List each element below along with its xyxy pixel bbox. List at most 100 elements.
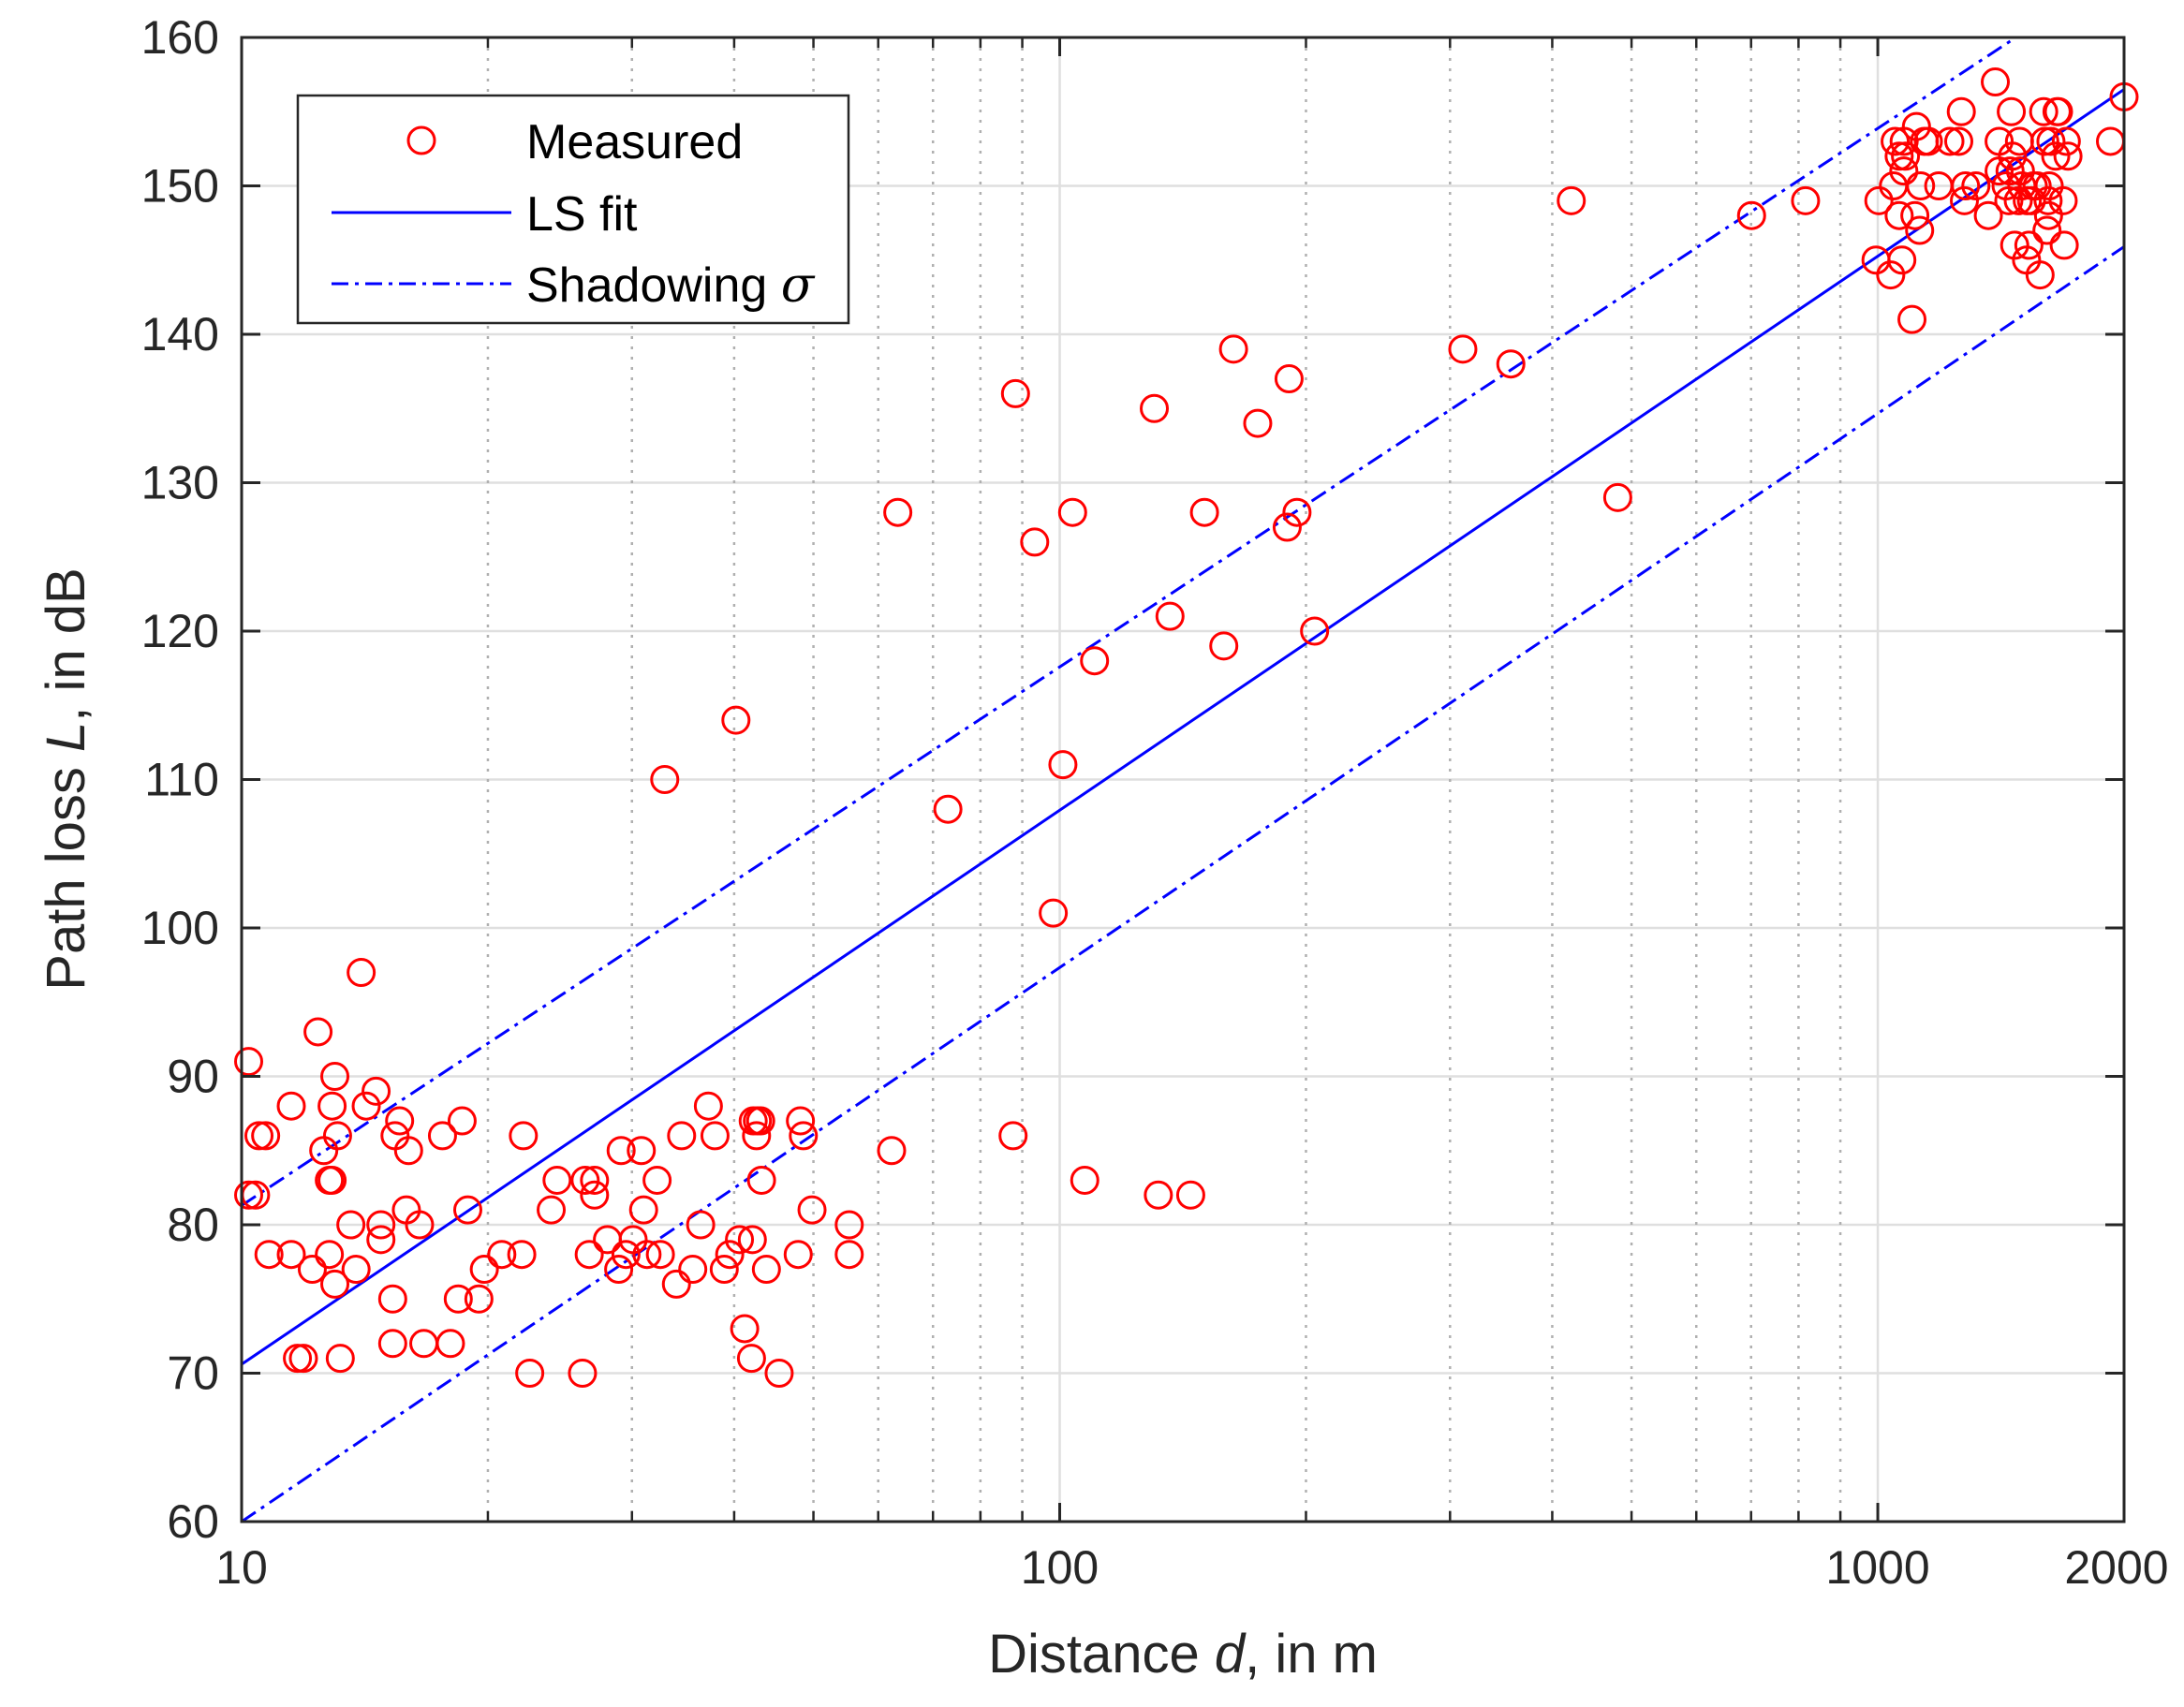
legend: Measured LS fit Shadowing σ <box>296 94 850 325</box>
measured-point <box>574 1240 604 1270</box>
measured-point <box>834 1210 864 1240</box>
measured-point <box>2029 96 2059 126</box>
measured-point <box>1887 245 1917 275</box>
measured-point <box>1020 527 1050 557</box>
measured-point <box>2003 185 2033 215</box>
measured-point <box>1891 141 1921 171</box>
measured-point <box>834 1240 864 1270</box>
fit-lines <box>242 37 2124 1522</box>
measured-point <box>642 1165 672 1195</box>
x-axis-label: Distance d, in m <box>988 1624 1378 1685</box>
x-tick-label: 1000 <box>1825 1541 1929 1594</box>
measured-point <box>317 1165 347 1195</box>
measured-point <box>254 1240 284 1270</box>
measured-point <box>1884 141 1914 171</box>
measured-point <box>1889 156 1919 186</box>
shadowing-line <box>242 245 2124 1522</box>
measured-point <box>537 1195 567 1225</box>
measured-point <box>1070 1165 1099 1195</box>
measured-point <box>746 1165 776 1195</box>
measured-point <box>745 1106 775 1136</box>
measured-point <box>742 1121 772 1151</box>
measured-point <box>1864 185 1894 215</box>
measured-point <box>725 1225 755 1255</box>
legend-label-shadowing: Shadowing σ <box>526 258 816 314</box>
measured-point <box>351 1091 381 1121</box>
measured-point <box>721 705 751 735</box>
measured-point <box>288 1344 318 1374</box>
measured-point <box>393 1136 423 1166</box>
measured-point <box>700 1121 730 1151</box>
measured-point <box>628 1195 658 1225</box>
measured-point <box>580 1180 610 1210</box>
measured-point <box>320 1269 350 1299</box>
measured-point <box>730 1314 760 1344</box>
measured-point <box>276 1240 306 1270</box>
measured-point <box>877 1136 907 1166</box>
measured-point <box>336 1210 366 1240</box>
measured-point <box>1274 364 1304 394</box>
measured-point <box>509 1121 539 1151</box>
measured-point <box>606 1136 636 1166</box>
measured-point <box>1140 393 1170 423</box>
measured-point <box>1944 126 1974 156</box>
measured-point <box>1282 497 1312 527</box>
measured-point <box>1080 646 1110 676</box>
measured-point <box>542 1165 572 1195</box>
measured-point <box>764 1359 794 1388</box>
measured-point <box>1973 200 2003 230</box>
measured-point <box>1997 96 2027 126</box>
measured-point <box>1155 601 1185 631</box>
measured-point <box>2032 215 2062 245</box>
measured-point <box>325 1344 355 1374</box>
measured-point <box>715 1240 745 1270</box>
measured-point <box>933 794 963 824</box>
measured-point <box>2022 171 2052 200</box>
measured-point <box>2053 141 2083 171</box>
y-axis-label: Path loss L, in dB <box>36 567 96 990</box>
measured-point <box>452 1195 482 1225</box>
measured-point <box>385 1106 415 1136</box>
y-tick-label: 110 <box>144 754 219 806</box>
measured-point <box>1881 126 1911 156</box>
measured-point <box>1951 171 1981 200</box>
measured-point <box>2025 260 2055 290</box>
measured-point <box>234 1047 264 1077</box>
y-tick-label: 160 <box>141 11 219 64</box>
grid <box>242 37 2124 1522</box>
measured-point <box>405 1210 435 1240</box>
measured-point <box>1243 408 1273 438</box>
measured-point <box>1496 349 1526 379</box>
legend-label-fit: LS fit <box>526 187 638 242</box>
ls-fit-line <box>242 88 2124 1366</box>
x-tick-label: 10 <box>215 1541 268 1594</box>
measured-point <box>751 1255 781 1285</box>
measured-point <box>1048 750 1078 780</box>
measured-point <box>686 1210 716 1240</box>
measured-point <box>678 1255 708 1285</box>
measured-point <box>303 1017 333 1047</box>
measured-point <box>1557 185 1586 215</box>
measured-point <box>347 958 376 988</box>
measured-point <box>2051 126 2081 156</box>
y-tick-label: 150 <box>141 160 219 213</box>
measured-point <box>435 1329 465 1359</box>
measured-point <box>244 1121 274 1151</box>
measured-point <box>1905 215 1935 245</box>
measured-point <box>736 1344 766 1374</box>
y-tick-label: 130 <box>141 457 219 509</box>
measured-point <box>1998 141 2028 171</box>
measured-point <box>297 1255 327 1285</box>
measured-point <box>1884 200 1914 230</box>
measured-point <box>1300 616 1330 646</box>
measured-point <box>464 1284 494 1314</box>
measured-point <box>1950 185 1980 215</box>
measured-point <box>366 1225 396 1255</box>
measured-point <box>789 1121 819 1151</box>
y-tick-label: 60 <box>167 1495 219 1548</box>
legend-label-measured: Measured <box>526 115 743 169</box>
measured-point <box>234 1180 264 1210</box>
measured-point <box>1913 126 1943 156</box>
y-tick-label: 100 <box>141 902 219 954</box>
measured-markers <box>234 67 2139 1388</box>
